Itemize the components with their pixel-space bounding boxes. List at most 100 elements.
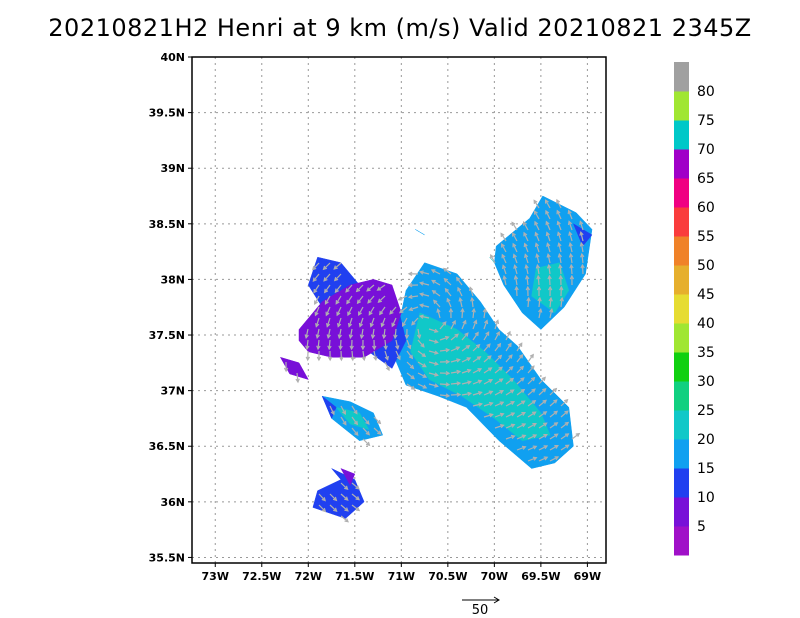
wind-arrow-head <box>511 221 516 226</box>
wind-arrow <box>351 405 358 414</box>
wind-arrow <box>417 361 427 368</box>
wind-arrow-head <box>512 253 517 259</box>
wind-arrow-head <box>495 330 500 336</box>
wind-arrow-head <box>321 497 326 502</box>
wind-arrow <box>494 401 504 407</box>
wind-arrow-head <box>501 264 507 270</box>
wind-arrow-head <box>564 433 570 438</box>
wind-arrow <box>483 320 488 330</box>
wind-arrow-head <box>534 242 540 248</box>
wind-arrow <box>545 210 551 220</box>
wind-arrow-head <box>445 348 451 353</box>
wind-arrow <box>373 427 382 435</box>
wind-arrow-head <box>490 253 494 259</box>
wind-arrow <box>439 383 450 386</box>
wind-arrow <box>483 355 492 363</box>
wind-arrow <box>450 346 460 352</box>
colorbar-label: 80 <box>697 84 715 100</box>
wind-arrow <box>538 388 547 396</box>
wind-arrow <box>339 339 342 350</box>
colorbar-swatch <box>674 120 689 150</box>
wind-arrow <box>334 284 342 293</box>
colorbar-swatch <box>674 207 689 237</box>
wind-arrow <box>345 284 353 293</box>
wind-arrow <box>527 423 537 429</box>
wind-arrow <box>315 317 320 327</box>
wind-arrow-head <box>314 311 319 317</box>
wind-arrow <box>360 328 364 338</box>
wind-arrow <box>306 339 309 350</box>
wind-arrow <box>305 328 309 338</box>
wind-arrow-head <box>547 285 553 291</box>
wind-arrow <box>443 267 452 275</box>
wind-arrow <box>439 394 450 397</box>
wind-arrow <box>560 433 569 440</box>
wind-arrow <box>548 275 551 286</box>
wind-arrow-head <box>484 319 489 325</box>
wind-arrow <box>483 309 486 319</box>
wind-arrow <box>356 284 364 292</box>
wind-arrow <box>381 317 386 327</box>
wind-arrow <box>472 344 480 352</box>
wind-arrow <box>549 309 553 319</box>
wind-arrow-head <box>556 220 561 226</box>
wind-arrow <box>335 295 342 304</box>
wind-arrow <box>538 309 542 319</box>
wind-arrow-head <box>393 334 398 340</box>
wind-arrow-head <box>434 350 439 355</box>
x-tick-label: 73W <box>202 570 229 583</box>
wind-arrow <box>383 328 386 338</box>
wind-arrow <box>538 297 541 308</box>
wind-arrow <box>546 243 551 253</box>
colorbar-swatch <box>674 381 689 411</box>
wind-arrow <box>549 433 558 440</box>
wind-arrow-head <box>488 379 494 384</box>
wind-arrow <box>500 233 507 242</box>
wind-arrow <box>511 222 518 231</box>
wind-arrow-head <box>489 413 494 418</box>
wind-arrow-head <box>532 445 538 450</box>
wind-arrow-head <box>532 411 537 416</box>
wind-arrow <box>373 416 381 424</box>
wind-arrow-head <box>456 369 462 375</box>
wind-arrow-head <box>553 410 559 415</box>
wind-arrow <box>503 276 507 286</box>
wind-arrow <box>377 284 386 291</box>
wind-arrow-head <box>478 402 483 407</box>
wind-arrow-head <box>445 382 451 387</box>
wind-arrow <box>538 399 547 407</box>
wind-arrow <box>494 355 502 363</box>
wind-arrow-head <box>563 398 569 404</box>
wind-arrow-head <box>442 321 447 326</box>
wind-arrow <box>327 328 331 338</box>
wind-arrow-head <box>397 296 403 301</box>
wind-arrow <box>505 389 514 396</box>
colorbar-swatch <box>674 294 689 324</box>
wind-arrow <box>512 232 518 242</box>
wind-arrow <box>461 345 470 352</box>
wind-arrow <box>351 427 359 436</box>
wind-arrow-head <box>568 231 573 236</box>
wind-arrow-head <box>456 276 461 282</box>
colorbar-swatch <box>674 91 689 121</box>
wind-arrow-head <box>381 334 387 340</box>
wind-arrow-head <box>488 401 494 407</box>
wind-arrow <box>483 331 490 341</box>
wind-arrow <box>366 284 375 292</box>
wind-arrow <box>494 390 504 396</box>
wind-arrow-head <box>445 393 451 398</box>
wind-arrow-head <box>467 391 473 397</box>
wind-arrow <box>580 232 584 242</box>
reference-vector-label: 50 <box>472 603 489 618</box>
wind-arrow-head <box>552 387 558 393</box>
wind-arrow <box>502 265 507 275</box>
wind-arrow <box>501 254 507 264</box>
wind-region-10-15 <box>312 468 365 519</box>
wind-arrow-head <box>486 343 491 348</box>
wind-arrow-head <box>333 265 338 270</box>
wind-arrow-head <box>482 307 488 313</box>
wind-arrow <box>581 253 584 264</box>
wind-arrow-head <box>525 285 531 291</box>
wind-arrow-head <box>372 345 377 351</box>
wind-arrow <box>505 401 515 407</box>
